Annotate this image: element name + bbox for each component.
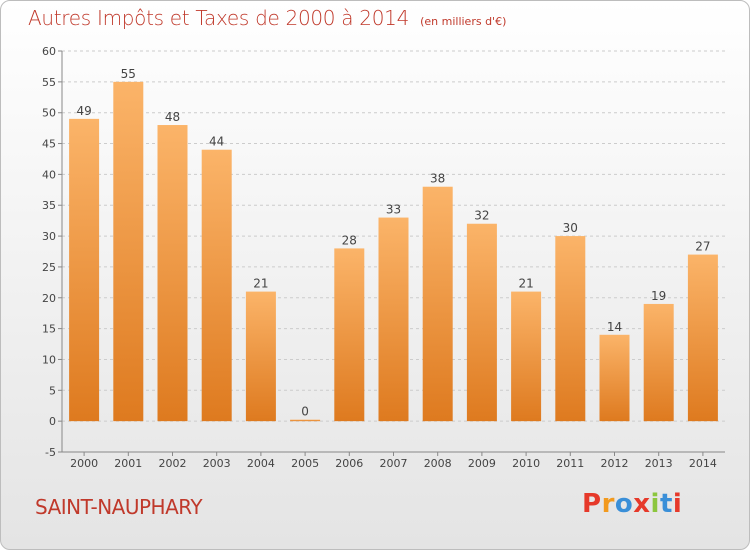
bar-2006 (334, 248, 365, 422)
y-tick-label: 25 (42, 261, 56, 274)
bar-2005 (290, 419, 321, 422)
x-tick-label: 2003 (203, 457, 231, 470)
bar-2008 (422, 186, 453, 422)
bar-2010 (511, 291, 542, 422)
logo-letter: i (650, 489, 660, 519)
x-tick-label: 2004 (247, 457, 275, 470)
bar-value-label: 48 (165, 110, 180, 124)
bar-value-label: 21 (253, 277, 268, 291)
bar-2004 (245, 291, 276, 422)
y-tick-label: 0 (49, 415, 56, 428)
proxiti-logo: Proxiti (582, 489, 682, 519)
y-tick-label: 55 (42, 76, 56, 89)
bar-value-label: 32 (474, 209, 489, 223)
commune-name: SAINT-NAUPHARY (35, 495, 203, 519)
bar-value-label: 38 (430, 172, 445, 186)
x-tick-label: 2008 (424, 457, 452, 470)
y-tick-label: 45 (42, 138, 56, 151)
y-tick-label: 50 (42, 107, 56, 120)
y-tick-label: 40 (42, 168, 56, 181)
y-tick-label: 60 (42, 45, 56, 58)
y-tick-label: 5 (49, 384, 56, 397)
bar-value-label: 0 (301, 405, 309, 419)
bar-value-label: 44 (209, 135, 224, 149)
logo-letter: i (672, 489, 683, 519)
bar-2001 (113, 81, 144, 422)
bar-value-label: 28 (342, 233, 357, 247)
x-tick-label: 2010 (512, 457, 540, 470)
bar-2011 (555, 236, 586, 422)
x-tick-label: 2005 (291, 457, 319, 470)
bar-value-label: 55 (121, 67, 136, 81)
labels: -5 0 5 10 15 20 25 30 35 40 45 50 55 60 49 2000 55 2001 48… (42, 45, 717, 470)
x-tick-label: 2001 (114, 457, 142, 470)
bar-value-label: 14 (607, 320, 622, 334)
bars (69, 81, 718, 422)
logo-letter: x (633, 489, 651, 519)
chart-title-text: Autres Impôts et Taxes de 2000 à 2014 (28, 6, 409, 30)
logo-letter: o (614, 489, 634, 519)
bar-2014 (687, 254, 718, 422)
y-tick-label: 35 (42, 199, 56, 212)
bar-value-label: 21 (518, 277, 533, 291)
y-tick-label: -5 (45, 446, 56, 459)
x-tick-label: 2009 (468, 457, 496, 470)
bar-2009 (466, 223, 497, 422)
logo-letter: t (659, 489, 673, 519)
chart-unit-note: (en milliers d'€) (420, 15, 507, 28)
bar-value-label: 33 (386, 203, 401, 217)
bar-2012 (599, 334, 630, 422)
y-tick-label: 10 (42, 353, 56, 366)
x-tick-label: 2012 (601, 457, 629, 470)
x-tick-label: 2013 (645, 457, 673, 470)
logo-letter: r (601, 489, 615, 519)
x-tick-label: 2011 (556, 457, 584, 470)
y-tick-label: 20 (42, 292, 56, 305)
x-tick-label: 2006 (335, 457, 363, 470)
bar-value-label: 27 (695, 240, 710, 254)
bar-value-label: 49 (76, 104, 91, 118)
bar-2003 (201, 149, 232, 422)
bar-2000 (69, 118, 100, 422)
bar-2007 (378, 217, 409, 422)
logo-letter: P (582, 489, 602, 519)
y-tick-label: 15 (42, 323, 56, 336)
bar-value-label: 19 (651, 289, 666, 303)
bar-2013 (643, 303, 674, 422)
x-tick-label: 2000 (70, 457, 98, 470)
bar-2002 (157, 125, 188, 422)
x-tick-label: 2007 (380, 457, 408, 470)
y-tick-label: 30 (42, 230, 56, 243)
axes (58, 50, 725, 456)
chart-title: Autres Impôts et Taxes de 2000 à 2014 (e… (28, 6, 506, 30)
x-tick-label: 2014 (689, 457, 717, 470)
x-tick-label: 2002 (159, 457, 187, 470)
bar-value-label: 30 (563, 221, 578, 235)
